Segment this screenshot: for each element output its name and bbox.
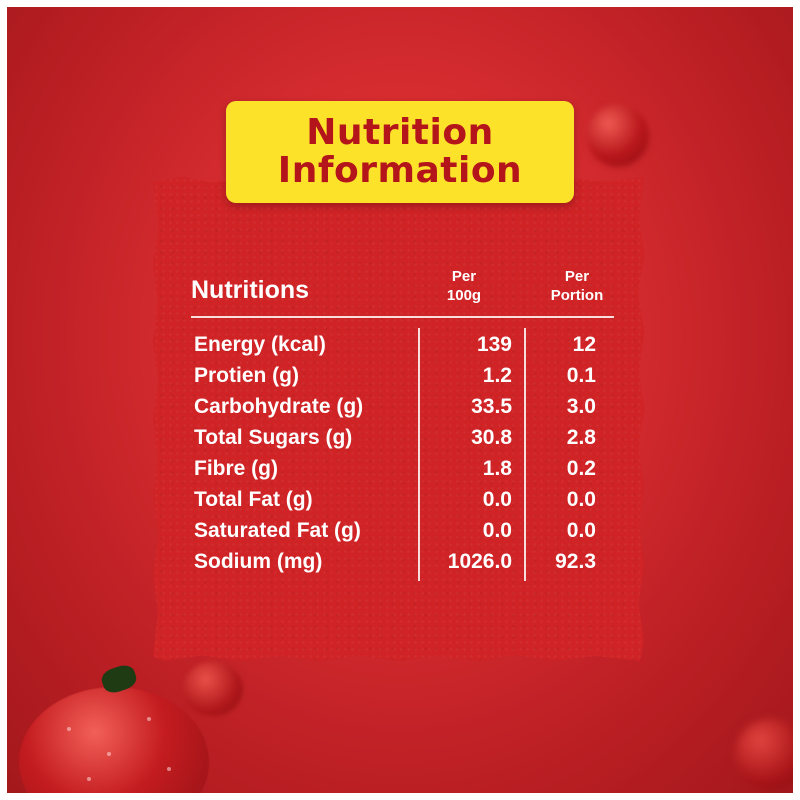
nutrient-name: Sodium (mg) [194,550,323,573]
water-drop [147,717,151,721]
value-per-portion: 0.2 [566,457,596,480]
tomato-image [19,687,209,793]
header-divider [191,316,614,318]
nutrient-name: Energy (kcal) [194,333,326,356]
water-drop [107,752,111,756]
nutrient-name: Saturated Fat (g) [194,519,361,542]
nutrient-name: Protien (g) [194,364,299,387]
column-divider [418,328,420,581]
title-banner: Nutrition Information [226,101,574,203]
value-per-100g: 1.8 [482,457,512,480]
title-line-1: Nutrition [306,112,494,154]
value-per-portion: 0.0 [566,488,596,511]
tomato-image [735,719,793,791]
nutrient-name: Carbohydrate (g) [194,395,364,418]
water-drop [87,777,91,781]
value-per-100g: 30.8 [471,426,512,449]
nutrient-name: Total Fat (g) [194,488,313,511]
tomato-image [587,105,649,167]
tomato-image [183,662,243,716]
value-per-100g: 1026.0 [447,550,512,573]
water-drop [167,767,171,771]
value-per-100g: 1.2 [482,364,512,387]
title-line-2: Information [277,150,523,191]
value-per-portion: 0.0 [566,519,596,542]
water-drop [67,727,71,731]
value-per-100g: 0.0 [482,519,512,542]
torn-paper-card [153,177,644,661]
column-divider [524,328,526,581]
value-per-100g: 0.0 [482,488,512,511]
column-header-per-portion: Per Portion [550,268,604,304]
value-per-portion: 2.8 [566,426,596,449]
nutrient-name: Total Sugars (g) [194,426,353,449]
value-per-portion: 12 [572,333,596,356]
value-per-portion: 92.3 [555,550,596,573]
value-per-100g: 33.5 [471,395,512,418]
column-header-per-100g: Per 100g [446,268,482,304]
value-per-100g: 139 [476,333,512,356]
nutrient-name: Fibre (g) [194,457,278,480]
value-per-portion: 3.0 [566,395,596,418]
table-header-label: Nutritions [191,276,310,304]
value-per-portion: 0.1 [566,364,596,387]
